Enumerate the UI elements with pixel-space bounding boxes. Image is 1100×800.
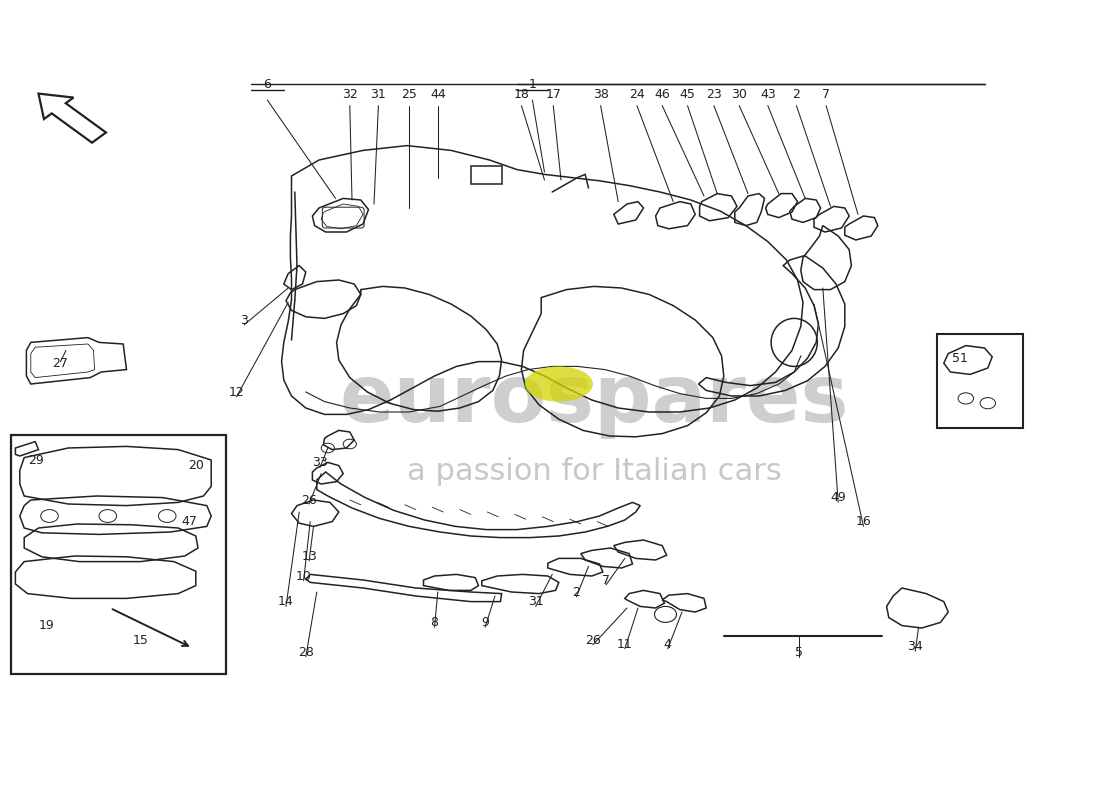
Text: 14: 14 xyxy=(278,595,294,608)
Text: 16: 16 xyxy=(856,515,871,528)
Text: 8: 8 xyxy=(430,616,439,629)
FancyArrow shape xyxy=(39,94,106,142)
Text: 12: 12 xyxy=(229,386,244,398)
Text: 43: 43 xyxy=(760,88,775,101)
Text: 27: 27 xyxy=(53,358,68,370)
Text: 33: 33 xyxy=(312,456,328,469)
Text: 5: 5 xyxy=(794,646,803,658)
Text: 11: 11 xyxy=(617,638,632,650)
Text: 34: 34 xyxy=(908,640,923,653)
Text: 47: 47 xyxy=(182,515,197,528)
Text: 31: 31 xyxy=(371,88,386,101)
Text: a passion for Italian cars: a passion for Italian cars xyxy=(407,458,781,486)
Text: 46: 46 xyxy=(654,88,670,101)
Text: 31: 31 xyxy=(528,595,543,608)
Text: 49: 49 xyxy=(830,491,846,504)
Text: 26: 26 xyxy=(301,494,317,506)
Text: 4: 4 xyxy=(663,638,672,650)
Bar xyxy=(471,166,502,184)
Text: 3: 3 xyxy=(240,314,249,326)
Bar xyxy=(11,435,225,674)
Text: 17: 17 xyxy=(546,88,561,101)
Text: 18: 18 xyxy=(514,88,529,101)
Text: 30: 30 xyxy=(732,88,747,101)
Text: 10: 10 xyxy=(296,570,311,582)
Text: 2: 2 xyxy=(792,88,801,101)
Text: 19: 19 xyxy=(39,619,54,632)
Text: 6: 6 xyxy=(263,78,272,90)
Text: 44: 44 xyxy=(430,88,446,101)
Text: 32: 32 xyxy=(342,88,358,101)
Text: 1: 1 xyxy=(528,78,537,90)
Text: 2: 2 xyxy=(572,586,581,598)
Ellipse shape xyxy=(525,366,593,402)
Text: 45: 45 xyxy=(680,88,695,101)
Text: 25: 25 xyxy=(402,88,417,101)
Text: 26: 26 xyxy=(585,634,601,646)
Text: 28: 28 xyxy=(298,646,314,658)
Text: eurospares: eurospares xyxy=(339,361,849,439)
Text: 20: 20 xyxy=(188,459,204,472)
Text: 7: 7 xyxy=(822,88,830,101)
Text: 51: 51 xyxy=(953,352,968,365)
Text: 9: 9 xyxy=(481,616,490,629)
Text: 38: 38 xyxy=(593,88,608,101)
Text: 29: 29 xyxy=(29,454,44,466)
Text: 7: 7 xyxy=(602,574,610,586)
Text: 23: 23 xyxy=(706,88,722,101)
Text: 13: 13 xyxy=(301,550,317,562)
Bar xyxy=(937,334,1023,428)
Text: 24: 24 xyxy=(629,88,645,101)
Text: 15: 15 xyxy=(133,634,148,646)
